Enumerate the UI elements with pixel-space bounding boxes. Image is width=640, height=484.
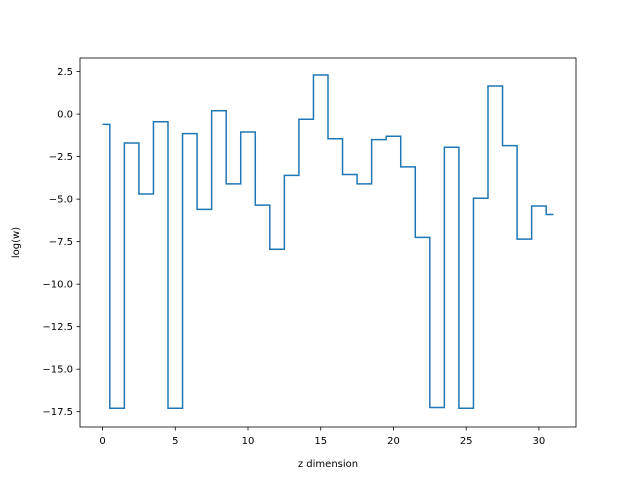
x-tick-label: 25 [460,436,473,447]
y-tick-label: −15.0 [42,365,73,376]
y-tick-label: −7.5 [49,237,73,248]
x-tick-label: 0 [99,436,105,447]
x-tick-label: 15 [314,436,327,447]
y-tick-label: −2.5 [49,152,73,163]
x-tick-label: 5 [172,436,178,447]
y-tick-label: 2.5 [57,67,73,78]
plot-frame [79,57,577,428]
y-tick-label: 0.0 [57,110,73,121]
y-axis-ticks: 2.5 0.0 −2.5 −5.0 −7.5 −10.0 −12.5 −15.0 −17.5 [42,67,80,418]
y-tick-label: −5.0 [49,195,73,206]
series-line-0 [102,74,554,410]
y-tick-label: −17.5 [42,407,73,418]
y-tick-label: −10.0 [42,280,73,291]
x-tick-label: 20 [387,436,400,447]
x-axis-label: z dimension [298,459,358,470]
y-tick-label: −12.5 [42,322,73,333]
y-axis-label: log(w) [11,227,22,258]
x-tick-label: 10 [242,436,255,447]
x-axis-ticks: 0 5 10 15 20 25 30 [99,427,545,447]
x-tick-label: 30 [533,436,546,447]
